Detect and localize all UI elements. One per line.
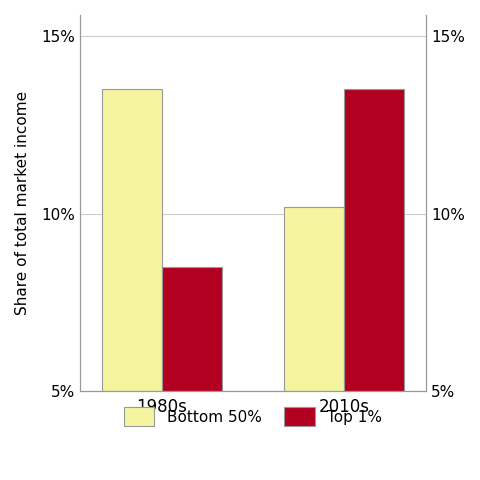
- Y-axis label: Share of total market income: Share of total market income: [15, 91, 30, 315]
- Bar: [162, 267, 222, 391]
- Bar: [344, 89, 404, 391]
- Legend: Bottom 50%, Top 1%: Bottom 50%, Top 1%: [118, 401, 388, 432]
- Bar: [102, 89, 162, 391]
- Bar: [284, 206, 344, 391]
